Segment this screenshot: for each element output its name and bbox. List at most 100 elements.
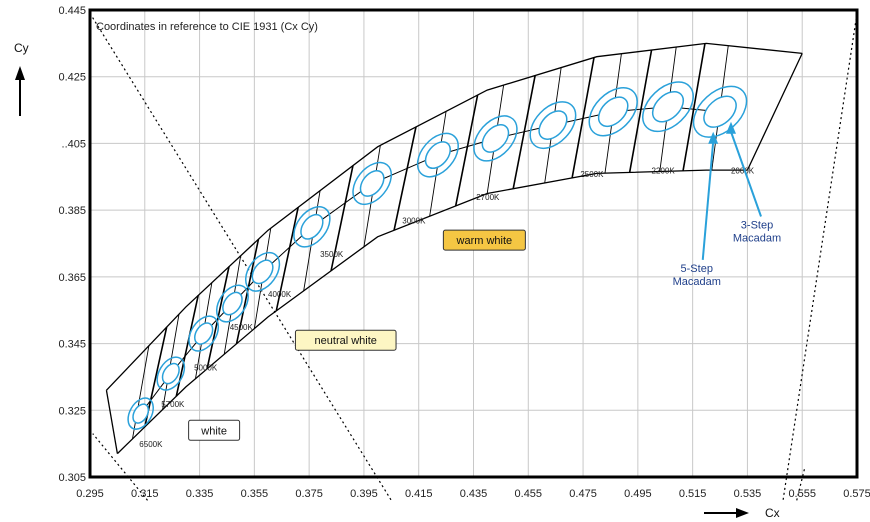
- macadam-ellipse-5-step: [473, 115, 518, 162]
- cct-label: 6500K: [139, 440, 163, 449]
- y-tick-label: 0.345: [58, 339, 86, 351]
- x-tick-label: 0.375: [295, 488, 323, 500]
- bin-divider: [275, 207, 299, 312]
- y-tick-label: 0.325: [58, 405, 86, 417]
- macadam-ellipse-5-step: [588, 87, 638, 137]
- legend-box: [294, 329, 397, 351]
- macadam-ellipse-3-step: [597, 96, 629, 128]
- y-tick-label: 0.425: [58, 72, 86, 84]
- cct-label: 3000K: [402, 216, 426, 225]
- cct-label: 2500K: [580, 170, 604, 179]
- macadam-ellipse-3-step: [193, 322, 214, 345]
- plot-frame: [88, 8, 859, 479]
- sub-bin-divider: [162, 313, 180, 410]
- macadam-arrow-shaft: [730, 131, 762, 217]
- y-tick-label: ..405: [62, 138, 86, 150]
- x-tick-label: 0.495: [624, 488, 652, 500]
- macadam-ellipse-3-step: [651, 90, 685, 123]
- macadam-ellipse-3-step: [538, 110, 568, 140]
- macadam-ellipse-3-step: [424, 141, 451, 170]
- macadam-ellipse-3-step: [481, 124, 510, 153]
- x-tick-label: 0.515: [679, 488, 707, 500]
- zone-right-edge: [746, 53, 803, 171]
- cct-label: 2000K: [731, 166, 755, 175]
- cct-label: 4500K: [230, 323, 254, 332]
- guide-line-dotted: [92, 433, 148, 501]
- macadam-ellipse-5-step: [188, 315, 220, 352]
- macadam-label-line: 3-Step: [741, 219, 773, 231]
- macadam-ellipse-5-step: [692, 85, 748, 138]
- legend-box-label: neutral white: [315, 335, 377, 347]
- zone-lower-boundary: [116, 169, 748, 455]
- macadam-ellipse-5-step: [127, 397, 154, 430]
- cct-label: 4000K: [268, 290, 292, 299]
- axis-ticks: 0.295 0.315 0.335 0.355 0.375 0.395 0.415 0.435…: [58, 5, 870, 500]
- y-tick-label: 0.365: [58, 272, 86, 284]
- macadam-ellipse-3-step: [251, 259, 274, 285]
- bin-divider: [330, 165, 354, 272]
- x-tick-label: 0.575: [843, 488, 870, 500]
- macadam-ellipse-5-step: [215, 284, 249, 323]
- x-tick-label: 0.295: [76, 488, 104, 500]
- macadam-arrow-shaft: [701, 141, 715, 260]
- macadam-arrow-head: [725, 121, 736, 134]
- bin-divider: [682, 43, 706, 171]
- cct-label: 2200K: [652, 166, 676, 175]
- x-tick-label: 0.315: [131, 488, 159, 500]
- legend-box: [188, 419, 241, 441]
- cct-label: 2700K: [476, 193, 500, 202]
- macadam-ellipses: [127, 81, 748, 430]
- macadam-ellipse-3-step: [222, 291, 243, 316]
- sub-bin-divider: [132, 345, 150, 440]
- macadam-ellipse-3-step: [132, 403, 150, 424]
- y-tick-label: 0.445: [58, 5, 86, 17]
- x-tick-label: 0.395: [350, 488, 378, 500]
- macadam-ellipse-3-step: [359, 170, 385, 197]
- bin-divider: [628, 49, 653, 173]
- legend-box-label: white: [200, 425, 227, 437]
- macadam-label-line: 5-Step: [681, 263, 713, 275]
- zone-upper-boundary: [105, 42, 803, 391]
- x-axis-label: Cx: [765, 506, 780, 520]
- y-axis-label: Cy: [14, 41, 29, 55]
- macadam-ellipse-5-step: [352, 161, 393, 206]
- macadam-arrow-head: [708, 131, 719, 144]
- macadam-ellipse-5-step: [529, 101, 577, 150]
- macadam-label-line: Macadam: [673, 276, 721, 288]
- macadam-ellipse-5-step: [156, 356, 186, 391]
- guide-line-dotted: [796, 466, 806, 501]
- guide-line-dotted: [782, 13, 858, 501]
- macadam-ellipse-5-step: [642, 81, 694, 133]
- x-tick-label: 0.455: [515, 488, 543, 500]
- x-tick-label: 0.355: [241, 488, 269, 500]
- macadam-ellipse-5-step: [416, 132, 459, 178]
- x-tick-label: 0.435: [460, 488, 488, 500]
- macadam-label-line: Macadam: [733, 232, 781, 244]
- zone-left-edge: [105, 390, 119, 454]
- macadam-ellipse-3-step: [703, 95, 737, 128]
- y-tick-label: 0.385: [58, 205, 86, 217]
- cct-label: 5700K: [161, 400, 185, 409]
- macadam-ellipse-3-step: [300, 213, 324, 240]
- x-tick-label: 0.535: [734, 488, 762, 500]
- cct-label: 5000K: [194, 363, 218, 372]
- x-tick-label: 0.475: [569, 488, 597, 500]
- x-tick-label: 0.415: [405, 488, 433, 500]
- legend-box: [442, 229, 526, 251]
- cct-label: 3500K: [320, 250, 344, 259]
- bin-divider: [454, 94, 479, 207]
- x-tick-label: 0.335: [186, 488, 214, 500]
- y-axis-arrow-head: [15, 66, 25, 80]
- x-tick-label: 0.555: [788, 488, 816, 500]
- legend-boxes: warm white neutral white white: [188, 229, 526, 441]
- macadam-ellipse-3-step: [161, 362, 180, 385]
- x-axis-arrow-head: [736, 508, 749, 518]
- cct-labels: 6500K 5700K 5000K 4500K 4000K 3500K 3000K 2700K…: [139, 166, 754, 449]
- legend-box-label: warm white: [456, 235, 513, 247]
- chart-title: Coordinates in reference to CIE 1931 (Cx…: [96, 21, 318, 33]
- bin-divider: [571, 57, 595, 179]
- macadam-ellipse-5-step: [244, 251, 281, 292]
- y-tick-label: 0.305: [58, 472, 86, 484]
